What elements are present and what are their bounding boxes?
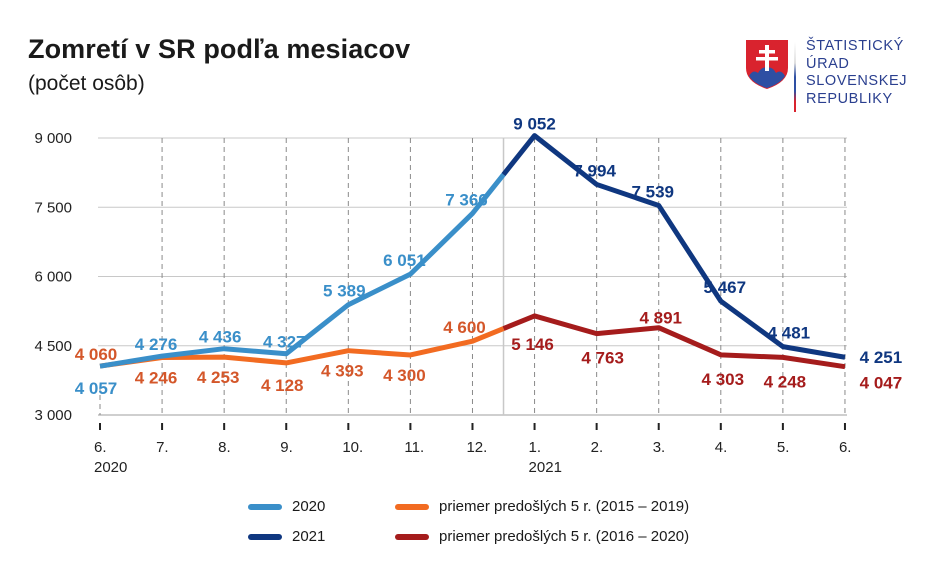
logo-line: REPUBLIKY xyxy=(806,90,893,107)
data-label: 4 300 xyxy=(383,366,426,385)
data-label: 4 246 xyxy=(135,368,178,387)
x-tick-label: 7. xyxy=(156,439,169,456)
x-tick-label: 2. xyxy=(591,439,604,456)
logo-line: SLOVENSKEJ xyxy=(806,73,908,89)
data-label: 5 389 xyxy=(323,282,366,301)
data-label: 7 366 xyxy=(445,190,488,209)
y-tick-label: 3 000 xyxy=(34,407,72,424)
y-tick-label: 7 500 xyxy=(34,199,72,216)
susr-logo: ŠTATISTICKÝ ÚRAD SLOVENSKEJ REPUBLIKY xyxy=(744,38,934,118)
data-labels: 4 057 4 276 4 436 4 327 5 389 6 051 7 366 9 052… xyxy=(75,115,903,399)
data-label: 4 253 xyxy=(197,368,240,387)
series-line-2021 xyxy=(501,133,846,360)
x-tick-label: 8. xyxy=(218,439,231,456)
data-label: 4 248 xyxy=(764,372,807,391)
x-tick-label: 11. xyxy=(404,439,424,456)
legend-swatch xyxy=(248,533,282,540)
legend-swatch xyxy=(395,533,429,540)
legend-label: 2021 xyxy=(292,528,326,545)
logo-divider xyxy=(794,42,796,112)
x-tick-label: 4. xyxy=(715,439,728,456)
slovak-coat-of-arms-icon xyxy=(746,40,788,89)
legend-label: priemer predošlých 5 r. (2015 – 2019) xyxy=(439,498,690,515)
data-label: 4 327 xyxy=(263,333,306,352)
data-label: 7 994 xyxy=(573,161,616,180)
series-line-avg-2015-2019 xyxy=(99,326,505,369)
x-tick-label: 10. xyxy=(342,439,363,456)
x-tick-label: 9. xyxy=(280,439,293,456)
data-label: 4 047 xyxy=(860,374,903,393)
data-label: 4 060 xyxy=(75,345,118,364)
data-label: 7 539 xyxy=(631,182,674,201)
chart-title: Zomretí v SR podľa mesiacov xyxy=(28,34,411,64)
data-label: 4 251 xyxy=(860,348,903,367)
x-tick-label: 5. xyxy=(777,439,790,456)
legend-swatch xyxy=(248,503,282,510)
data-label: 4 763 xyxy=(581,349,624,368)
x-tick-label: 6. xyxy=(94,439,107,456)
legend-label: 2020 xyxy=(292,498,326,515)
series-line-2020 xyxy=(99,172,506,369)
y-tick-label: 6 000 xyxy=(34,269,72,286)
series-lines xyxy=(99,133,846,370)
legend: 2020 priemer predošlých 5 r. (2015 – 201… xyxy=(248,498,768,558)
data-label: 4 303 xyxy=(702,370,745,389)
x-year-label: 2021 xyxy=(529,459,562,476)
legend-item-avg-2015-2019: priemer predošlých 5 r. (2015 – 2019) xyxy=(395,498,689,515)
logo-line: ÚRAD xyxy=(806,55,850,72)
legend-item-avg-2016-2020: priemer predošlých 5 r. (2016 – 2020) xyxy=(395,528,689,545)
series-line-avg-2016-2020 xyxy=(502,313,846,370)
data-label: 4 128 xyxy=(261,376,304,395)
data-label: 4 891 xyxy=(639,309,682,328)
data-label: 6 051 xyxy=(383,251,426,270)
legend-item-2020: 2020 xyxy=(248,498,325,515)
x-tick-label: 6. xyxy=(839,439,852,456)
data-label: 4 481 xyxy=(768,324,811,343)
legend-item-2021: 2021 xyxy=(248,528,325,545)
chart-subtitle: (počet osôb) xyxy=(28,72,145,95)
legend-swatch xyxy=(395,503,429,510)
data-label: 4 436 xyxy=(199,328,242,347)
data-label: 5 146 xyxy=(511,335,554,354)
y-axis: 3 000 4 500 6 000 7 500 9 000 xyxy=(34,130,72,424)
x-tick-label: 12. xyxy=(466,439,487,456)
x-tick-label: 1. xyxy=(529,439,542,456)
logo-line: ŠTATISTICKÝ xyxy=(806,38,904,54)
x-year-label: 2020 xyxy=(94,459,127,476)
logo-text: ŠTATISTICKÝ ÚRAD SLOVENSKEJ REPUBLIKY xyxy=(806,38,907,108)
x-axis: 6. 7. 8. 9. 10. 11. 12. 1. 2. 3. 4. 5. 6. 2020 2021 xyxy=(94,423,851,476)
data-label: 9 052 xyxy=(513,115,556,134)
y-tick-label: 9 000 xyxy=(34,130,72,147)
data-label: 5 467 xyxy=(704,278,747,297)
y-tick-label: 4 500 xyxy=(34,338,72,355)
data-label: 4 276 xyxy=(135,335,178,354)
data-label: 4 057 xyxy=(75,379,118,398)
data-label: 4 600 xyxy=(443,318,486,337)
legend-label: priemer predošlých 5 r. (2016 – 2020) xyxy=(439,528,690,545)
x-tick-label: 3. xyxy=(653,439,666,456)
data-label: 4 393 xyxy=(321,362,364,381)
